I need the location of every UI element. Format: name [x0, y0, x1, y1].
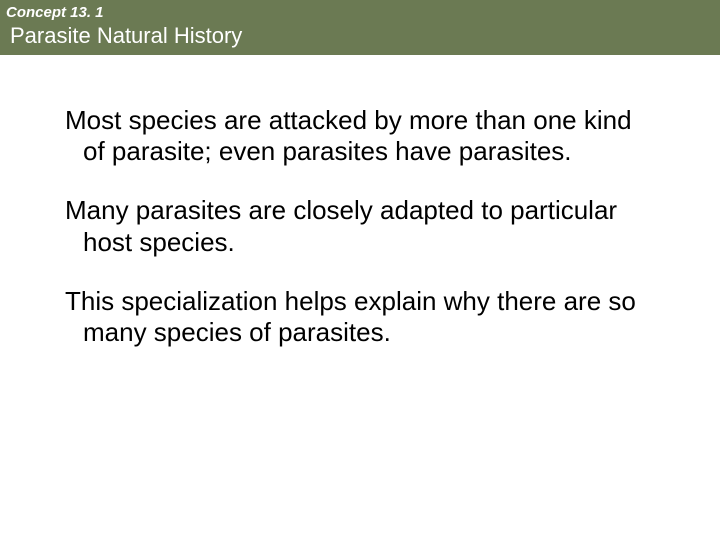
slide-title: Parasite Natural History	[0, 23, 720, 55]
paragraph-3: This specialization helps explain why th…	[65, 286, 660, 348]
slide-header: Concept 13. 1 Parasite Natural History	[0, 0, 720, 55]
concept-label: Concept 13. 1	[0, 0, 720, 23]
slide-content: Most species are attacked by more than o…	[0, 55, 720, 348]
paragraph-1: Most species are attacked by more than o…	[65, 105, 660, 167]
paragraph-2: Many parasites are closely adapted to pa…	[65, 195, 660, 257]
